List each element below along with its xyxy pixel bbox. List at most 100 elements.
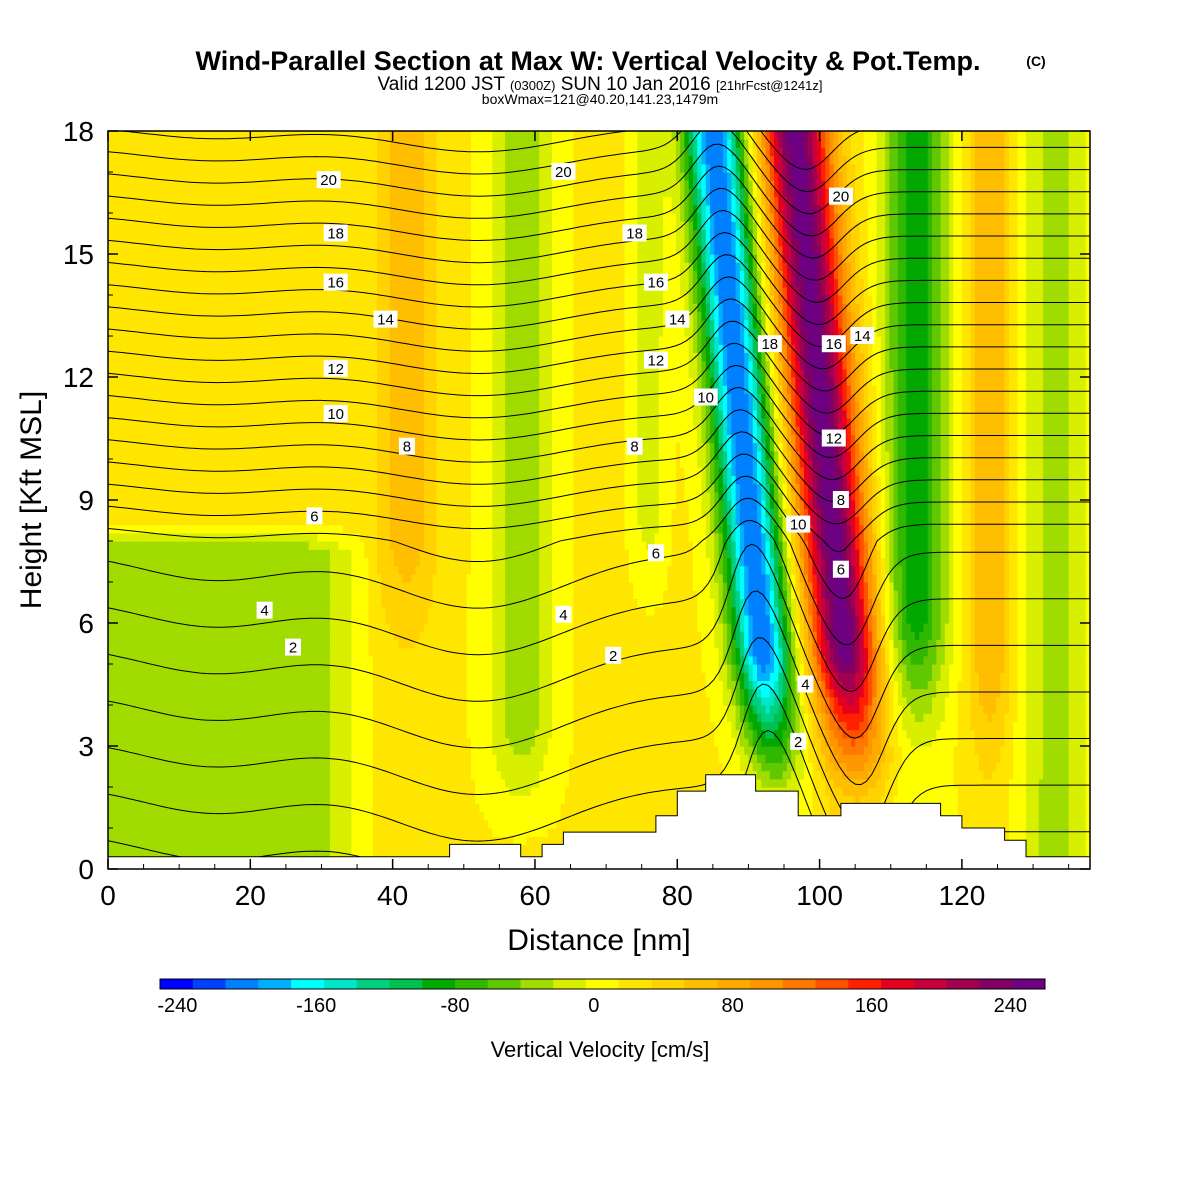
field-cell <box>842 229 848 239</box>
field-cell <box>1085 787 1090 796</box>
field-cell <box>769 270 775 280</box>
field-cell <box>880 500 886 509</box>
field-cell <box>492 336 506 345</box>
field-cell <box>786 196 792 206</box>
field-cell <box>692 229 698 239</box>
field-cell <box>974 565 1006 575</box>
field-cell <box>351 582 370 591</box>
field-cell <box>821 188 826 198</box>
field-cell <box>756 713 762 722</box>
field-cell <box>330 713 352 722</box>
field-cell <box>769 639 775 649</box>
field-cell <box>718 426 724 435</box>
field-cell <box>974 737 1006 747</box>
field-cell <box>1025 795 1040 804</box>
field-cell <box>436 295 472 304</box>
field-cell <box>855 737 869 747</box>
field-cell <box>863 705 869 714</box>
field-cell <box>786 655 792 665</box>
field-cell <box>714 368 720 378</box>
field-cell <box>859 221 869 230</box>
field-cell <box>786 746 792 755</box>
field-cell <box>953 311 963 321</box>
field-cell <box>765 286 771 296</box>
field-cell <box>330 557 352 567</box>
field-cell <box>867 705 873 714</box>
field-cell <box>927 541 933 550</box>
field-cell <box>1043 213 1070 222</box>
field-cell <box>842 532 848 542</box>
field-cell <box>791 418 796 427</box>
field-cell <box>539 532 553 542</box>
field-cell <box>769 418 775 427</box>
field-cell <box>692 327 698 337</box>
field-cell <box>855 516 861 526</box>
field-cell <box>1025 385 1044 394</box>
field-cell <box>714 467 720 476</box>
field-cell <box>949 360 954 370</box>
field-cell <box>624 475 639 485</box>
field-cell <box>1017 590 1027 599</box>
field-cell <box>423 221 438 230</box>
field-cell <box>1008 221 1019 230</box>
field-cell <box>803 582 809 591</box>
field-cell <box>547 746 574 755</box>
field-cell <box>842 221 848 230</box>
field-cell <box>748 344 754 353</box>
field-cell <box>961 401 972 411</box>
field-cell <box>710 590 720 599</box>
field-cell <box>876 516 882 526</box>
field-cell <box>803 434 809 444</box>
field-cell <box>863 377 869 386</box>
field-cell <box>799 368 805 378</box>
field-cell <box>436 286 472 296</box>
field-cell <box>552 475 574 485</box>
field-cell <box>816 475 822 485</box>
field-cell <box>714 541 720 550</box>
field-cell <box>940 344 950 353</box>
field-cell <box>838 254 843 263</box>
field-cell <box>769 614 775 624</box>
field-cell <box>108 680 331 690</box>
field-cell <box>949 229 954 239</box>
field-cell <box>876 491 882 501</box>
field-cell <box>1043 295 1070 304</box>
field-cell <box>936 688 950 698</box>
field-cell <box>423 319 438 329</box>
field-cell <box>897 368 908 378</box>
field-cell <box>108 188 378 198</box>
field-cell <box>795 565 801 575</box>
field-cell <box>949 442 954 452</box>
field-cell <box>927 196 933 206</box>
field-cell <box>838 737 852 747</box>
field-cell <box>799 532 805 542</box>
field-cell <box>774 229 779 239</box>
field-cell <box>1043 286 1070 296</box>
field-cell <box>492 286 506 296</box>
field-cell <box>786 188 796 198</box>
field-cell <box>1025 524 1044 534</box>
field-cell <box>727 196 732 206</box>
field-cell <box>782 672 788 681</box>
field-cell <box>108 368 378 378</box>
field-cell <box>1025 311 1044 321</box>
field-cell <box>876 631 882 640</box>
field-cell <box>552 204 574 214</box>
field-cell <box>722 696 732 706</box>
field-cell <box>722 385 728 394</box>
field-cell <box>330 582 352 591</box>
field-cell <box>744 688 750 698</box>
field-cell <box>1068 459 1087 468</box>
field-cell <box>769 385 775 394</box>
field-cell <box>761 303 767 312</box>
field-cell <box>987 713 993 722</box>
field-cell <box>957 729 976 739</box>
field-cell <box>752 229 758 239</box>
field-cell <box>940 393 950 403</box>
field-cell <box>1008 450 1019 460</box>
field-cell <box>663 270 681 280</box>
field-cell <box>782 327 788 337</box>
field-cell <box>1017 213 1027 222</box>
field-cell <box>795 754 805 763</box>
field-cell <box>692 286 698 296</box>
